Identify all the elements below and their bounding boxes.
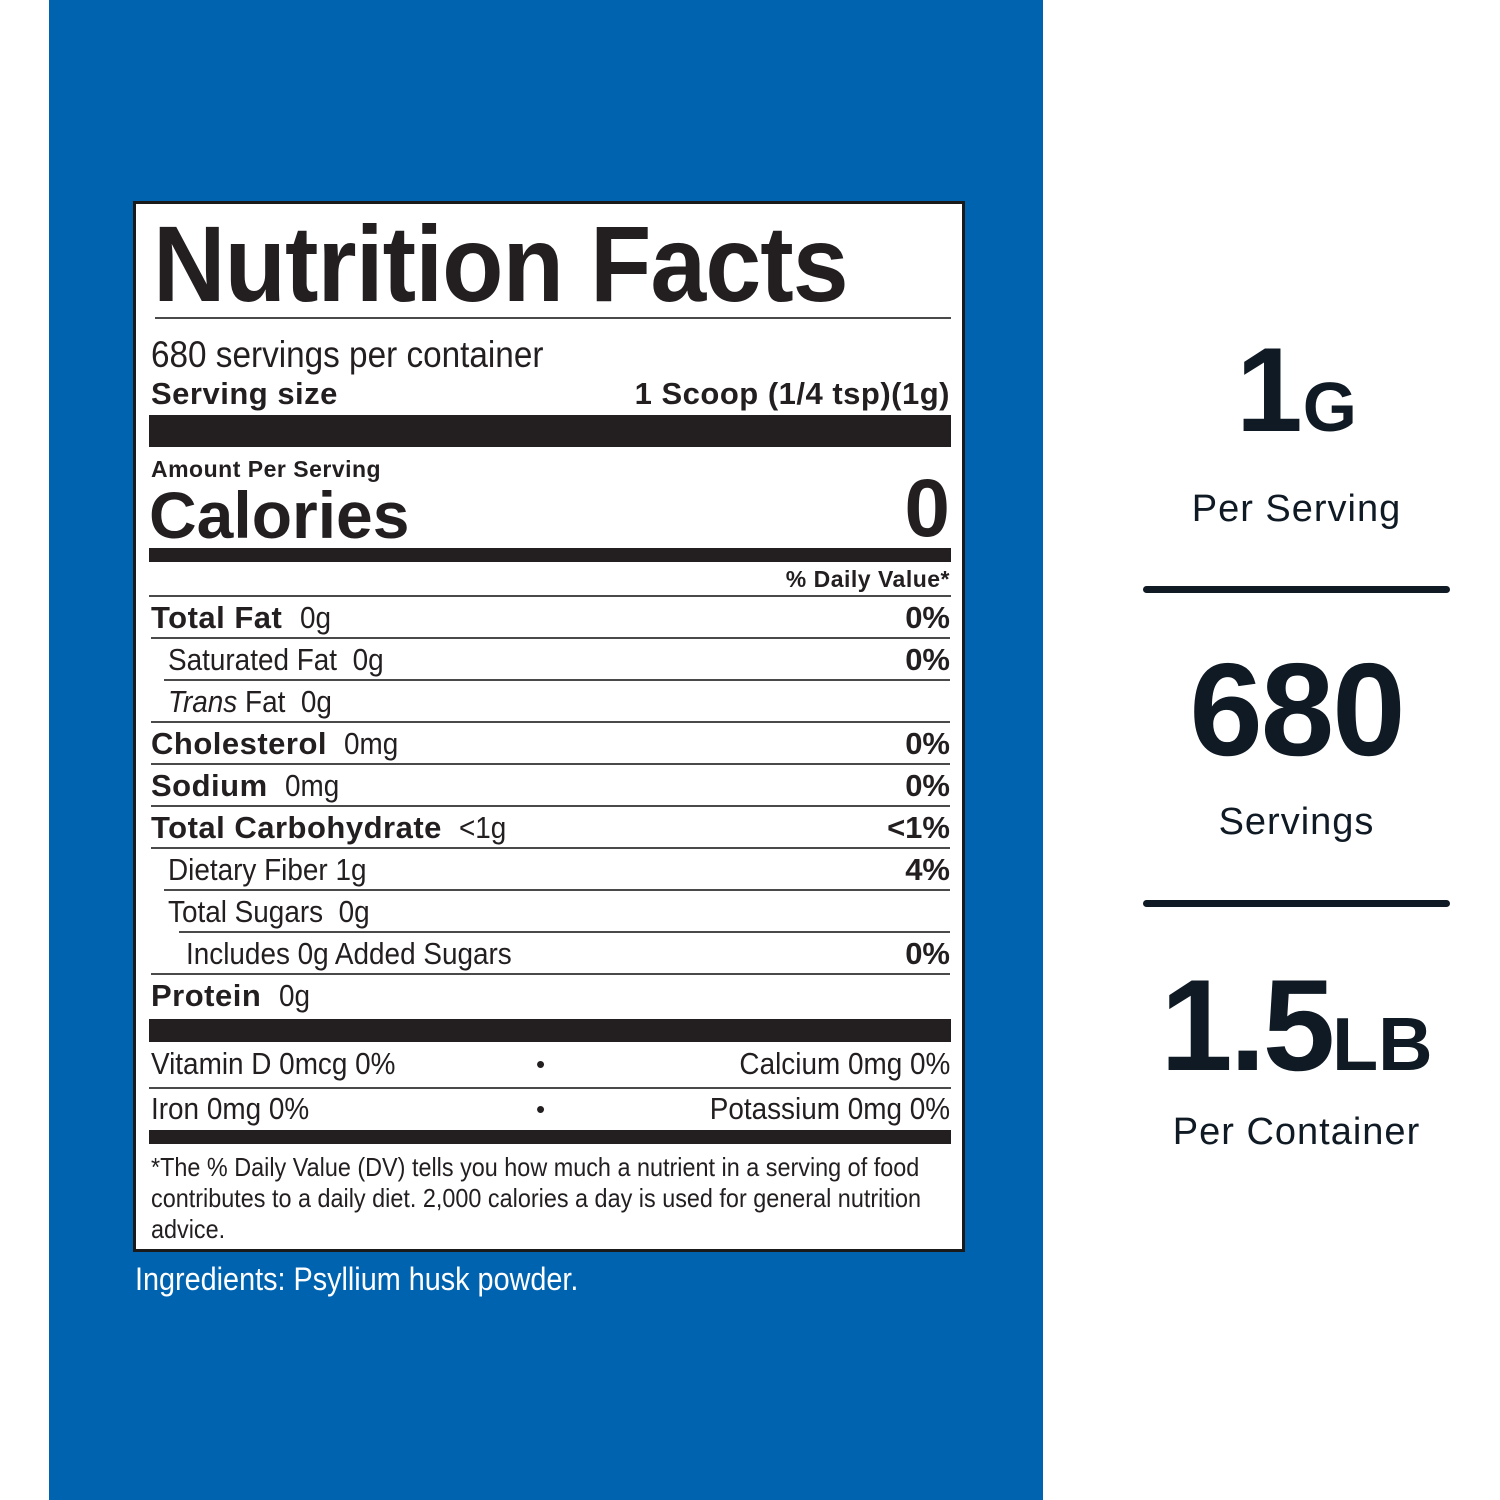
stat-unit: G xyxy=(1302,368,1357,446)
bullet-separator: • xyxy=(536,1094,546,1124)
stat-serving-size: 1G xyxy=(1143,325,1450,472)
row-divider xyxy=(164,679,950,681)
nutrient-name: Dietary Fiber xyxy=(168,852,328,887)
nutrient-row-protein: Protein 0g xyxy=(151,975,950,1017)
nutrient-name: Fat xyxy=(245,684,286,719)
nutrient-name: Total Sugars xyxy=(168,894,324,929)
stat-servings: 680 xyxy=(1143,640,1450,800)
stat-caption: Servings xyxy=(1218,801,1375,843)
amount-per-serving: Amount Per Serving xyxy=(151,456,382,482)
nutrient-name: Includes 0g Added Sugars xyxy=(186,936,512,971)
medium-divider-bar xyxy=(149,548,951,562)
stat-caption: Per Serving xyxy=(1191,488,1402,530)
nutrient-amount: 1g xyxy=(335,852,367,887)
row-divider xyxy=(151,805,950,807)
nutrient-row-sodium: Sodium 0mg 0% xyxy=(151,765,950,807)
nutrient-amount: 0mg xyxy=(344,726,399,761)
vitamin-right: Calcium 0mg 0% xyxy=(739,1046,950,1081)
row-divider xyxy=(164,889,950,891)
calories-value: 0 xyxy=(904,463,950,554)
nutrition-facts-label: Nutrition Facts 680 servings per contain… xyxy=(133,201,965,1252)
nutrient-name: Total Carbohydrate xyxy=(151,810,442,845)
nutrient-amount: 0g xyxy=(300,684,332,719)
row-divider xyxy=(151,637,950,639)
daily-value-footnote: *The % Daily Value (DV) tells you how mu… xyxy=(151,1152,922,1244)
nutrient-amount: 0g xyxy=(352,642,384,677)
nutrient-amount: 0g xyxy=(338,894,370,929)
nutrient-row-saturated-fat: Saturated Fat 0g 0% xyxy=(151,639,950,681)
nutrient-name: Protein xyxy=(151,978,262,1013)
title-divider xyxy=(155,317,951,319)
nutrient-row-total-sugars: Total Sugars 0g xyxy=(151,891,950,933)
vitamin-divider-bar xyxy=(149,1019,951,1042)
row-divider xyxy=(151,847,950,849)
nutrient-row-total-carbohydrate: Total Carbohydrate <1g <1% xyxy=(151,807,950,849)
nutrient-name: Total Fat xyxy=(151,600,283,635)
serving-size-label: Serving size xyxy=(151,376,338,411)
nutrient-amount: <1g xyxy=(459,810,507,845)
nutrient-amount: 0g xyxy=(299,600,331,635)
nutrient-row-added-sugars: Includes 0g Added Sugars 0% xyxy=(151,933,950,975)
nutrient-dv: 0% xyxy=(905,600,950,635)
stat-divider xyxy=(1143,900,1450,907)
vitamin-left: Vitamin D 0mcg 0% xyxy=(151,1046,396,1081)
label-title: Nutrition Facts xyxy=(153,203,849,324)
vitamin-right: Potassium 0mg 0% xyxy=(709,1091,950,1126)
vitamin-row: Iron 0mg 0% • Potassium 0mg 0% xyxy=(151,1089,950,1133)
stat-unit: LB xyxy=(1332,1002,1433,1086)
footnote-divider-bar xyxy=(149,1130,951,1144)
servings-per-container: 680 servings per container xyxy=(151,334,544,375)
nutrient-name: Sodium xyxy=(151,768,268,803)
daily-value-header: % Daily Value* xyxy=(785,566,950,592)
nutrient-dv: 0% xyxy=(905,726,950,761)
nutrient-name: Cholesterol xyxy=(151,726,328,761)
nutrient-row-total-fat: Total Fat 0g 0% xyxy=(151,597,950,639)
row-divider xyxy=(179,931,950,933)
ingredients-text: Ingredients: Psyllium husk powder. xyxy=(135,1261,579,1297)
nutrient-row-trans-fat: Trans Fat 0g xyxy=(151,681,950,723)
nutrient-row-dietary-fiber: Dietary Fiber 1g 4% xyxy=(151,849,950,891)
stat-value: 1.5 xyxy=(1160,952,1335,1098)
nutrient-dv: 4% xyxy=(905,852,950,887)
thick-divider-bar xyxy=(149,415,951,447)
nutrient-amount: 0g xyxy=(278,978,310,1013)
dv-divider xyxy=(149,595,951,597)
nutrient-dv: <1% xyxy=(887,810,950,845)
vitamin-left: Iron 0mg 0% xyxy=(151,1091,310,1126)
vitamin-row-divider xyxy=(149,1087,951,1089)
stat-value: 1 xyxy=(1236,323,1303,457)
vitamin-row: Vitamin D 0mcg 0% • Calcium 0mg 0% xyxy=(151,1044,950,1088)
nutrient-dv: 0% xyxy=(905,936,950,971)
nutrient-row-cholesterol: Cholesterol 0mg 0% xyxy=(151,723,950,765)
row-divider xyxy=(151,763,950,765)
nutrient-amount: 0mg xyxy=(284,768,340,803)
bullet-separator: • xyxy=(536,1049,546,1079)
row-divider xyxy=(151,721,950,723)
stat-divider xyxy=(1143,586,1450,593)
nutrient-dv: 0% xyxy=(905,768,950,803)
nutrient-dv: 0% xyxy=(905,642,950,677)
nutrient-name-italic: Trans xyxy=(168,684,238,719)
serving-size-value: 1 Scoop (1/4 tsp)(1g) xyxy=(634,376,950,411)
calories-label: Calories xyxy=(149,478,410,552)
stat-value: 680 xyxy=(1189,636,1405,783)
row-divider xyxy=(151,973,950,975)
stat-container-weight: 1.5LB xyxy=(1143,955,1450,1114)
stat-caption: Per Container xyxy=(1172,1111,1421,1153)
nutrient-name: Saturated Fat xyxy=(168,642,338,677)
stats-panel: 1G Per Serving 680 Servings 1.5LB Per Co… xyxy=(1143,0,1450,1500)
